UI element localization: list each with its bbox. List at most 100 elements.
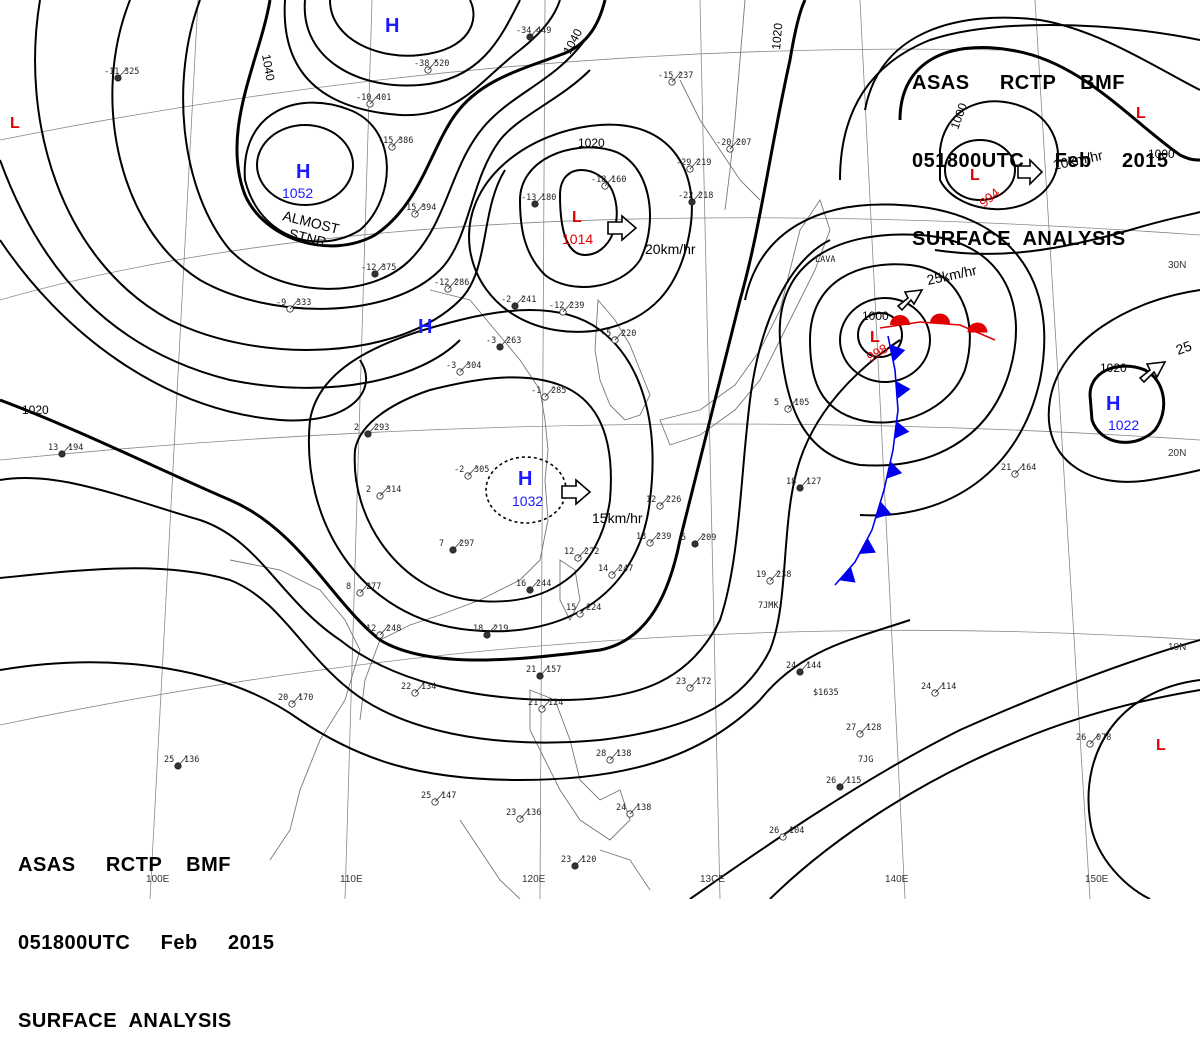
motion-speed: 25 <box>1174 337 1194 357</box>
station-pressure: 128 <box>866 723 881 733</box>
station-pressure: 386 <box>398 136 413 146</box>
station-temp: 16 <box>516 579 526 589</box>
station-pressure: 219 <box>493 624 508 634</box>
station-temp: 21 <box>526 665 536 675</box>
wind-barb <box>291 693 302 705</box>
ship-callsign: LAVA <box>815 255 835 265</box>
station-pressure: 305 <box>474 465 489 475</box>
station-pressure: 272 <box>584 547 599 557</box>
header-title: SURFACE ANALYSIS <box>18 1010 232 1032</box>
wind-barb <box>934 682 945 694</box>
wind-barb <box>629 803 640 815</box>
station-pressure: 124 <box>548 698 563 708</box>
station-pressure: 333 <box>296 298 311 308</box>
station-temp: 24 <box>921 682 931 692</box>
station-temp: -12 <box>361 263 376 273</box>
parallel-line <box>0 629 1200 726</box>
isobar-label: 1000 <box>1148 147 1175 161</box>
isobar <box>689 639 1200 899</box>
station-temp: 28 <box>596 749 606 759</box>
meridian-line <box>344 0 373 899</box>
ship-callsign: 7JG <box>858 755 873 765</box>
wind-barb <box>447 278 458 290</box>
wind-barb <box>694 533 705 545</box>
station-pressure: 172 <box>696 677 711 687</box>
cold-front-triangle <box>894 421 910 439</box>
coastline-taiwan <box>559 559 581 622</box>
wind-barb <box>799 661 810 673</box>
station-temp: 15 <box>566 603 576 613</box>
station-pressure: 248 <box>386 624 401 634</box>
station-temp: -3 <box>486 336 496 346</box>
wind-barb <box>691 191 702 203</box>
station-plot: 7 297 <box>439 539 474 554</box>
station-pressure: 207 <box>736 138 751 148</box>
isobar-label: 1020 <box>1100 361 1127 375</box>
station-temp: -2 <box>501 295 511 305</box>
wind-barb <box>459 361 470 373</box>
station-temp: 24 <box>616 803 626 813</box>
isobar <box>944 139 1016 201</box>
station-temp: -38 <box>414 59 429 69</box>
station-pressure: 157 <box>546 665 561 675</box>
grid-labels: 100E 110E 120E 13CE 140E 150E 30N 20N 10… <box>146 260 1186 885</box>
station-pressure: 239 <box>656 532 671 542</box>
wind-barb <box>689 677 700 689</box>
station-plot: 24 138 <box>616 803 651 818</box>
wind-barb <box>452 539 463 551</box>
header-station: ASAS RCTP BMF <box>18 854 231 876</box>
isobar <box>34 0 506 351</box>
cold-front-triangle <box>889 344 906 362</box>
station-plot: 19 238 <box>756 570 791 585</box>
station-plot: 8 277 <box>346 582 381 597</box>
station-plot: -1 285 <box>531 386 566 401</box>
station-plot: 25 136 <box>164 755 199 770</box>
meridian-line <box>149 0 199 899</box>
station-pressure: 247 <box>618 564 633 574</box>
cold-front-triangle <box>886 461 903 479</box>
station-pressure: 263 <box>506 336 521 346</box>
coastline-china <box>359 289 549 721</box>
station-plot: 13 194 <box>48 443 83 458</box>
wind-barb <box>519 808 530 820</box>
lon-label: 13CE <box>700 874 725 885</box>
wind-barb <box>117 67 128 79</box>
isobar <box>182 0 586 290</box>
motion-arrows <box>561 158 1167 506</box>
station-temp: 13 <box>636 532 646 542</box>
station-pressure: 209 <box>701 533 716 543</box>
station-temp: -11 <box>104 67 119 77</box>
coastlines <box>229 0 831 899</box>
wind-barb <box>604 175 615 187</box>
coastline-north <box>679 79 761 201</box>
station-temp: 12 <box>646 495 656 505</box>
wind-barb <box>859 723 870 735</box>
wind-barb <box>611 564 622 576</box>
station-temp: 24 <box>786 661 796 671</box>
meridian-line <box>1034 0 1091 899</box>
wind-barb <box>689 158 700 170</box>
station-plot: 18 127 <box>786 477 821 492</box>
high-symbol: H <box>418 316 432 338</box>
station-plot: -2 305 <box>454 465 489 480</box>
station-temp: 22 <box>401 682 411 692</box>
low-symbol: L <box>870 329 880 346</box>
station-plot: -11 325 <box>104 67 139 82</box>
station-temp: 12 <box>564 547 574 557</box>
station-temp: 21 <box>1001 463 1011 473</box>
isobar <box>283 0 561 117</box>
station-temp: 18 <box>786 477 796 487</box>
wind-barb <box>659 495 670 507</box>
station-temp: -15 <box>658 71 673 81</box>
station-pressure: 297 <box>459 539 474 549</box>
station-temp: -22 <box>678 191 693 201</box>
station-pressure: 325 <box>124 67 139 77</box>
high-symbol: H <box>296 161 310 183</box>
station-plot: 21 124 <box>528 698 563 713</box>
station-pressure: 220 <box>621 329 636 339</box>
isobar <box>256 124 354 206</box>
station-pressure: 219 <box>696 158 711 168</box>
ship-callsign: $1635 <box>813 688 839 698</box>
warm-front-semicircle <box>930 313 950 324</box>
station-pressure: 237 <box>678 71 693 81</box>
